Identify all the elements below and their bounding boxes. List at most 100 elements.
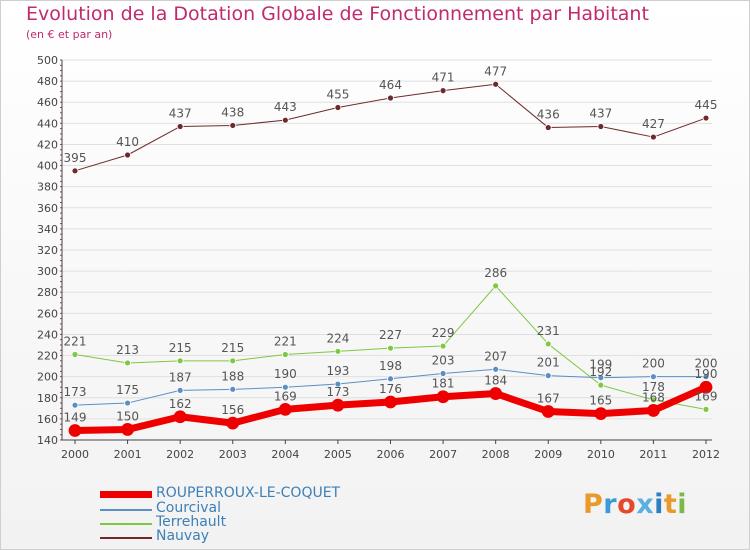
data-label: 192	[589, 365, 612, 379]
data-point	[281, 351, 289, 358]
data-point	[597, 374, 605, 382]
data-point	[544, 124, 552, 131]
logo-letter: i	[654, 489, 664, 520]
data-label: 438	[221, 105, 244, 119]
data-label: 187	[169, 370, 192, 384]
logo-letter: r	[603, 489, 618, 520]
data-point	[702, 114, 710, 122]
data-label: 181	[432, 377, 455, 391]
data-point	[489, 387, 503, 400]
data-label: 437	[169, 107, 192, 121]
x-tick-label: 2002	[166, 448, 194, 461]
x-tick-label: 2007	[429, 448, 457, 461]
legend-label: ROUPERROUX-LE-COQUET	[156, 485, 341, 501]
data-point	[229, 385, 237, 393]
data-point	[334, 347, 342, 355]
data-point	[176, 386, 184, 394]
legend-swatch	[100, 491, 152, 498]
data-label: 178	[642, 380, 665, 394]
data-point	[597, 381, 605, 389]
data-label: 224	[326, 331, 349, 345]
data-label: 203	[432, 354, 455, 368]
data-label: 464	[379, 78, 402, 92]
data-point	[387, 375, 394, 383]
data-label: 471	[432, 71, 455, 85]
data-point	[387, 94, 394, 102]
data-point	[594, 407, 608, 421]
data-point	[71, 351, 79, 358]
x-tick-label: 2008	[482, 448, 510, 461]
data-label: 169	[695, 389, 718, 403]
x-tick-label: 2004	[271, 448, 299, 461]
data-label: 436	[537, 108, 560, 122]
y-tick-label: 240	[37, 328, 58, 341]
data-label: 395	[64, 151, 87, 165]
data-point	[226, 416, 240, 430]
data-label: 221	[274, 335, 297, 349]
data-point	[229, 357, 237, 365]
x-tick-label: 2010	[587, 448, 615, 461]
y-tick-label: 460	[37, 96, 58, 109]
x-tick-label: 2011	[639, 448, 667, 461]
data-point	[544, 372, 552, 380]
data-point	[544, 340, 552, 348]
data-point	[597, 123, 605, 130]
y-tick-label: 420	[37, 138, 58, 151]
data-label: 156	[221, 403, 244, 417]
data-label: 229	[432, 326, 455, 340]
data-label: 167	[537, 392, 560, 406]
y-tick-label: 220	[37, 350, 58, 363]
data-label: 443	[274, 100, 297, 114]
data-label: 149	[64, 411, 87, 425]
data-label: 201	[537, 356, 560, 370]
data-point	[334, 380, 342, 388]
y-tick-label: 340	[37, 223, 58, 236]
y-tick-label: 180	[37, 392, 58, 405]
data-point	[387, 344, 394, 352]
data-point	[492, 282, 500, 290]
data-label: 184	[484, 374, 507, 388]
data-label: 213	[116, 343, 139, 357]
data-point	[650, 133, 657, 141]
x-tick-label: 2006	[377, 448, 405, 461]
data-label: 227	[379, 328, 402, 342]
data-point	[124, 359, 131, 367]
data-label: 175	[116, 383, 139, 397]
legend-swatch	[100, 523, 152, 525]
data-label: 410	[116, 135, 139, 149]
data-point	[436, 390, 450, 404]
x-tick-label: 2001	[114, 448, 142, 461]
y-tick-label: 140	[37, 434, 58, 447]
x-tick-label: 2000	[61, 448, 89, 461]
data-point	[124, 151, 131, 159]
y-tick-label: 440	[37, 117, 58, 130]
data-point	[176, 357, 184, 365]
y-tick-label: 300	[37, 265, 58, 278]
data-point	[439, 87, 447, 95]
data-point	[124, 399, 131, 407]
data-point	[68, 424, 82, 437]
data-label: 200	[695, 357, 718, 371]
data-label: 190	[695, 367, 718, 381]
data-label: 190	[274, 367, 297, 381]
data-point	[278, 402, 292, 416]
data-point	[699, 380, 713, 394]
legend-label: Nauvay	[156, 528, 210, 544]
y-tick-label: 200	[37, 371, 58, 384]
data-point	[439, 342, 447, 350]
logo-letter: i	[677, 489, 688, 520]
data-point	[334, 104, 342, 111]
data-label: 176	[379, 382, 402, 396]
data-point	[541, 405, 555, 418]
logo-letter: t	[663, 489, 678, 520]
data-point	[331, 398, 345, 412]
legend-label: Courcival	[156, 500, 222, 516]
y-tick-label: 400	[37, 160, 58, 173]
data-point	[173, 410, 187, 424]
x-tick-label: 2003	[219, 448, 247, 461]
data-label: 231	[537, 324, 560, 338]
data-label: 168	[642, 390, 665, 404]
data-label: 215	[169, 341, 192, 355]
logo-letter: x	[636, 489, 655, 520]
